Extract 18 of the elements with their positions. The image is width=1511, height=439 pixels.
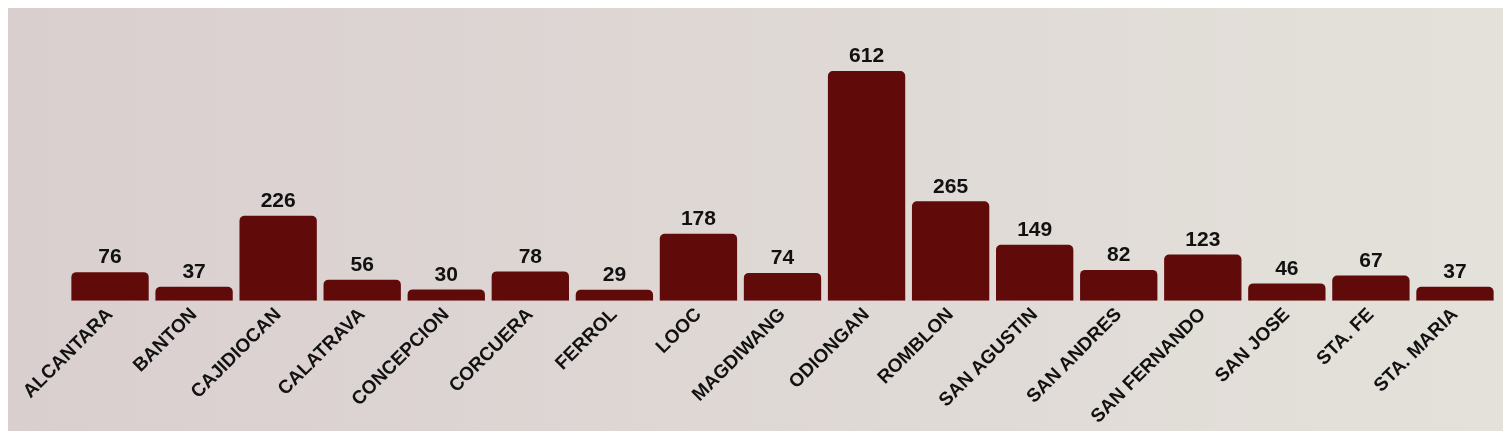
data-label: 123 [1185,226,1221,250]
data-label: 37 [182,259,206,283]
data-label: 178 [680,206,717,230]
x-tick-label: STA. FE [1312,303,1378,369]
data-label: 226 [260,188,296,212]
data-label: 30 [434,261,458,285]
data-label: 29 [602,262,627,286]
data-label: 149 [1017,217,1053,241]
data-label: 67 [1359,247,1383,271]
data-label: 78 [518,243,543,267]
data-label: 76 [98,244,122,268]
data-label: 612 [849,43,885,67]
data-label: 265 [933,173,969,197]
data-label: 37 [1443,259,1467,283]
data-label: 46 [1275,255,1299,279]
data-label: 56 [350,251,374,275]
data-label: 82 [1107,242,1131,266]
data-label: 74 [770,245,795,269]
